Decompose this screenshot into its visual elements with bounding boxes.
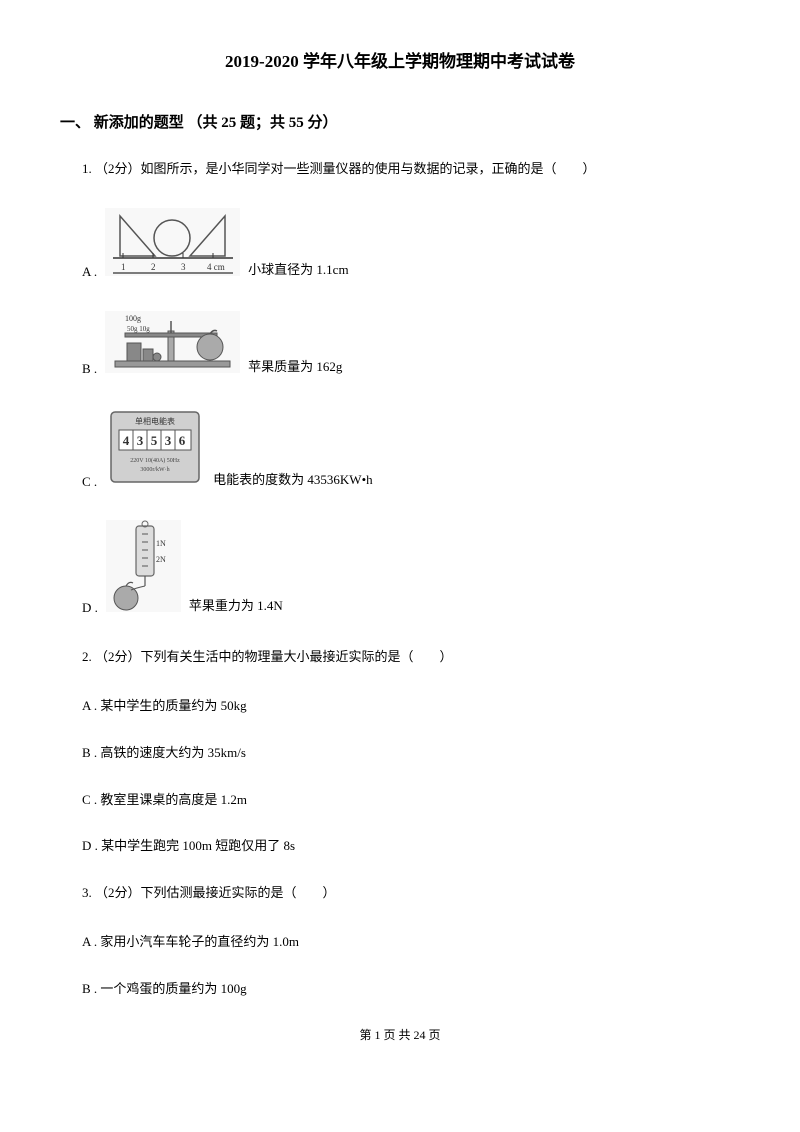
option-text: 电能表的度数为 43536KW•h	[213, 470, 372, 491]
ruler-image: 1 2 3 4 cm	[105, 208, 240, 283]
svg-text:1N: 1N	[156, 539, 166, 548]
spring-scale-image: 1N 2N	[106, 520, 181, 619]
tick-1: 1	[121, 262, 126, 272]
svg-text:3: 3	[165, 433, 172, 448]
option-label: C .	[82, 472, 97, 493]
tick-4: 4 cm	[207, 262, 225, 272]
option-text: 家用小汽车车轮子的直径约为 1.0m	[100, 934, 299, 949]
option-label: A .	[82, 698, 97, 713]
q2-option-c: C . 教室里课桌的高度是 1.2m	[82, 790, 740, 811]
weight-label: 100g	[125, 314, 141, 323]
page-footer: 第 1 页 共 24 页	[60, 1026, 740, 1045]
option-label: B .	[82, 745, 97, 760]
svg-text:3000r/kW·h: 3000r/kW·h	[141, 467, 170, 473]
q3-option-b: B . 一个鸡蛋的质量约为 100g	[82, 979, 740, 1000]
svg-text:6: 6	[179, 433, 186, 448]
q2-option-a: A . 某中学生的质量约为 50kg	[82, 696, 740, 717]
option-text: 小球直径为 1.1cm	[248, 260, 348, 281]
option-label: D .	[82, 838, 98, 853]
option-text: 苹果质量为 162g	[248, 357, 342, 378]
option-text: 某中学生跑完 100m 短跑仅用了 8s	[101, 838, 295, 853]
balance-image: 100g 50g 10g	[105, 311, 240, 380]
page-title: 2019-2020 学年八年级上学期物理期中考试试卷	[60, 48, 740, 75]
option-text: 教室里课桌的高度是 1.2m	[100, 792, 247, 807]
option-label: B .	[82, 359, 97, 380]
q1-option-a: A . 1 2 3 4 cm 小球直径为 1.1cm	[82, 208, 740, 283]
svg-text:4: 4	[123, 433, 130, 448]
q3-option-a: A . 家用小汽车车轮子的直径约为 1.0m	[82, 932, 740, 953]
svg-text:220V 10(40A) 50Hz: 220V 10(40A) 50Hz	[130, 457, 180, 464]
option-label: C .	[82, 792, 97, 807]
option-label: A .	[82, 934, 97, 949]
q1-option-c: C . 单相电能表 4 3 5 3 6 220V 10(40A) 50Hz 30…	[82, 408, 740, 493]
meter-image: 单相电能表 4 3 5 3 6 220V 10(40A) 50Hz 3000r/…	[105, 408, 205, 493]
tick-2: 2	[151, 262, 156, 272]
option-text: 一个鸡蛋的质量约为 100g	[100, 981, 246, 996]
q2-option-b: B . 高铁的速度大约为 35km/s	[82, 743, 740, 764]
svg-text:50g 10g: 50g 10g	[127, 325, 150, 333]
question-3: 3. （2分）下列估测最接近实际的是（ ）	[82, 883, 740, 904]
option-text: 高铁的速度大约为 35km/s	[100, 745, 246, 760]
svg-text:2N: 2N	[156, 555, 166, 564]
option-text: 某中学生的质量约为 50kg	[100, 698, 246, 713]
option-label: A .	[82, 262, 97, 283]
option-text: 苹果重力为 1.4N	[189, 596, 283, 617]
meter-title: 单相电能表	[135, 416, 175, 426]
question-2: 2. （2分）下列有关生活中的物理量大小最接近实际的是（ ）	[82, 647, 740, 668]
question-1: 1. （2分）如图所示，是小华同学对一些测量仪器的使用与数据的记录，正确的是（ …	[82, 159, 740, 180]
q1-option-b: B . 100g 50g 10g 苹果质量为 162g	[82, 311, 740, 380]
q2-option-d: D . 某中学生跑完 100m 短跑仅用了 8s	[82, 836, 740, 857]
option-label: B .	[82, 981, 97, 996]
tick-3: 3	[181, 262, 186, 272]
option-label: D .	[82, 598, 98, 619]
svg-text:5: 5	[151, 433, 158, 448]
svg-text:3: 3	[137, 433, 144, 448]
q1-option-d: D . 1N 2N 苹果重力为 1.4N	[82, 520, 740, 619]
section-heading: 一、 新添加的题型 （共 25 题；共 55 分）	[60, 111, 740, 135]
